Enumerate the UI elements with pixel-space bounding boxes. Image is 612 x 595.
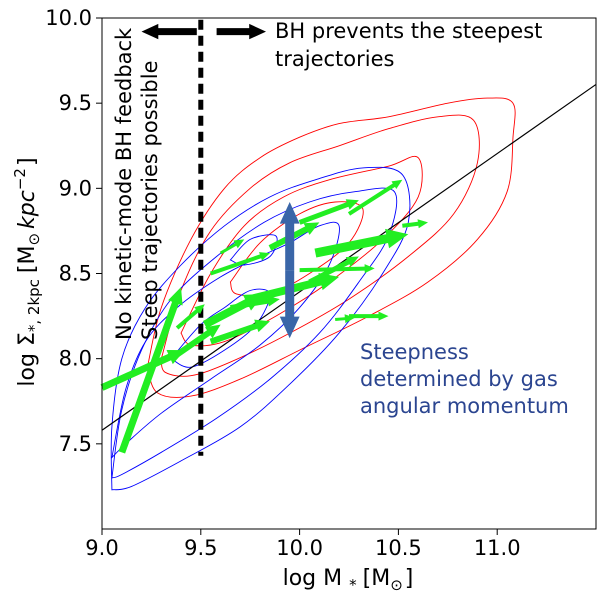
y-tick-label: 8.5	[59, 262, 92, 286]
steepness-line1: Steepness	[360, 340, 469, 364]
green-arrow	[349, 311, 389, 321]
axis-ticks: 9.0 9.5 10.0 10.5 11.0 7.5 8.0 8.5 9.0 9.5 10.0	[45, 6, 520, 560]
red-contour	[160, 114, 480, 377]
bh-arrow-right	[216, 23, 266, 40]
steepness-line2: determined by gas	[360, 367, 558, 391]
green-arrow	[308, 256, 359, 285]
blue-contour	[111, 221, 340, 459]
x-tick-label: 10.0	[276, 536, 323, 560]
bh-prevents-line1: BH prevents the steepest	[275, 19, 542, 43]
green-arrow	[209, 319, 270, 345]
no-kinetic-line1: No kinetic-mode BH feedback	[112, 27, 136, 340]
bh-arrows	[141, 23, 266, 40]
y-tick-label: 9.5	[59, 91, 92, 115]
green-arrow	[100, 350, 185, 391]
red-contours	[146, 97, 516, 398]
y-tick-label: 10.0	[45, 6, 92, 30]
blue-contour	[110, 166, 411, 491]
y-tick-label: 9.0	[59, 176, 92, 200]
y-axis-label: log Σ*, 2kpc[M⊙kpc−2]	[11, 157, 43, 386]
x-axis-label: log M * [M⊙]	[283, 566, 414, 594]
steepness-line3: angular momentum	[360, 394, 569, 418]
green-arrows	[100, 179, 428, 454]
green-arrow	[335, 314, 355, 324]
blue-double-arrow-group	[279, 202, 300, 339]
no-kinetic-line2: Steep trajectories possible	[138, 60, 162, 340]
green-arrow	[298, 199, 359, 225]
green-arrow	[169, 324, 221, 362]
green-arrow	[175, 304, 205, 330]
green-arrow	[347, 179, 403, 216]
green-arrow	[314, 228, 409, 258]
bh-prevents-line2: trajectories	[275, 47, 394, 71]
red-contour	[180, 155, 423, 347]
green-arrow	[230, 295, 280, 310]
x-tick-label: 10.5	[375, 536, 422, 560]
x-tick-label: 9.0	[85, 536, 118, 560]
x-tick-label: 9.5	[184, 536, 217, 560]
red-contour	[146, 97, 516, 398]
y-tick-label: 7.5	[59, 432, 92, 456]
green-arrow	[210, 252, 270, 276]
x-tick-label: 11.0	[474, 536, 521, 560]
bh-arrow-left	[141, 23, 197, 40]
green-arrow	[402, 219, 428, 229]
blue-double-arrow-up	[279, 202, 300, 271]
green-arrow	[118, 287, 183, 454]
y-tick-label: 8.0	[59, 347, 92, 371]
green-arrow	[219, 239, 245, 255]
blue-double-arrow-down	[279, 270, 300, 339]
